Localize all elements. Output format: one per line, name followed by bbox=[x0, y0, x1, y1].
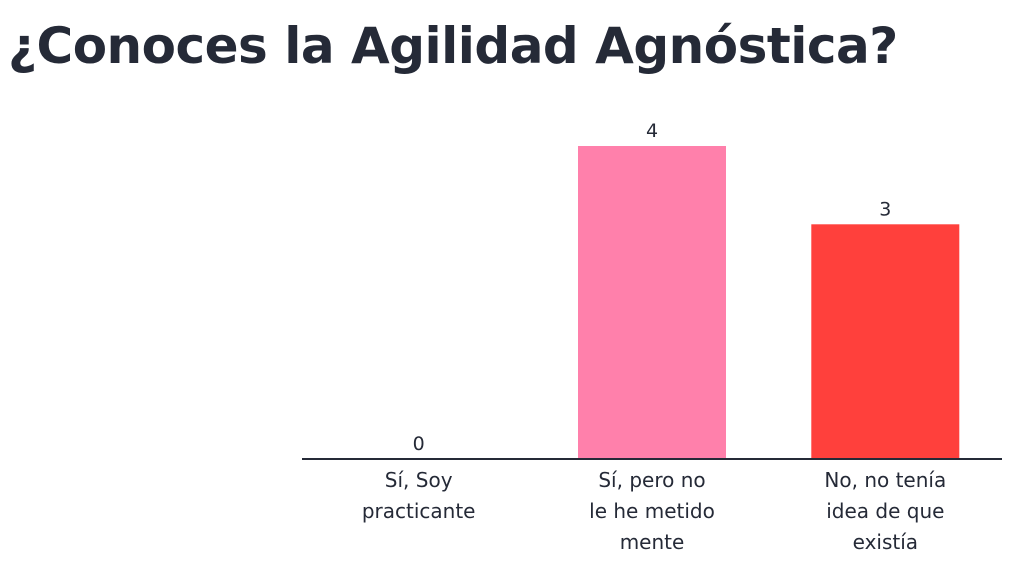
category-label-line: No, no tenía bbox=[824, 468, 946, 492]
category-label-line: le he metido bbox=[589, 499, 715, 523]
page-title: ¿Conoces la Agilidad Agnóstica? bbox=[8, 17, 898, 75]
value-label-0: 0 bbox=[413, 433, 425, 455]
category-label-1: Sí, pero no le he metido mente bbox=[589, 468, 715, 554]
labels-layer: 0 Sí, Soy practicante 4 Sí, pero no le he met… bbox=[362, 120, 946, 554]
category-label-line: Sí, pero no bbox=[598, 468, 705, 492]
value-label-2: 3 bbox=[879, 198, 891, 220]
bars-layer bbox=[578, 146, 960, 460]
category-label-0: Sí, Soy practicante bbox=[362, 468, 476, 523]
category-label-line: Sí, Soy bbox=[385, 468, 453, 492]
category-label-line: idea de que bbox=[826, 499, 944, 523]
bar-1 bbox=[578, 146, 726, 459]
bar-2 bbox=[811, 224, 960, 460]
value-label-1: 4 bbox=[646, 120, 658, 142]
category-label-2: No, no tenía idea de que existía bbox=[824, 468, 946, 554]
category-label-line: existía bbox=[853, 530, 918, 554]
category-label-line: mente bbox=[620, 530, 685, 554]
category-label-line: practicante bbox=[362, 499, 476, 523]
